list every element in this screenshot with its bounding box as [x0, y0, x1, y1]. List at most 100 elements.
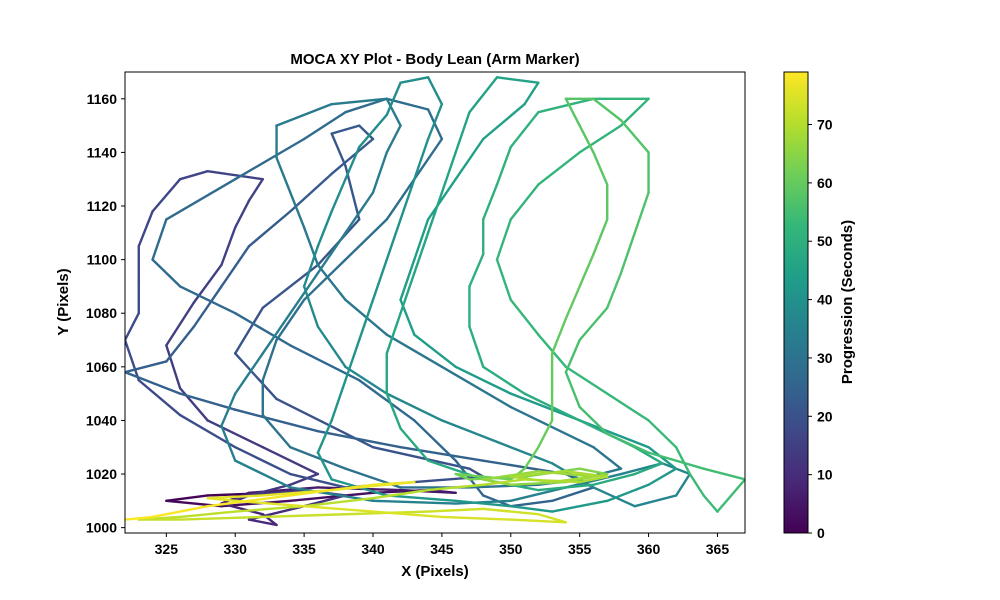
trajectory-line [619, 119, 650, 154]
trajectory-line [371, 258, 388, 302]
trajectory-line [165, 344, 182, 390]
trajectory-line [537, 151, 581, 186]
trajectory-line [385, 392, 444, 422]
trajectory-line [178, 285, 237, 315]
x-tick-label: 350 [499, 541, 523, 557]
trajectory-line [702, 494, 719, 513]
x-tick-label: 345 [430, 541, 454, 557]
trajectory-line [220, 392, 237, 427]
trajectory-line [399, 76, 430, 84]
trajectory-line [468, 76, 499, 114]
y-tick-label: 1020 [86, 466, 117, 482]
trajectory-line [316, 486, 402, 492]
trajectory-line [647, 419, 678, 449]
trajectory-line [247, 518, 278, 527]
trajectory-line [537, 419, 554, 449]
trajectory-line [316, 263, 347, 302]
x-tick-label: 330 [224, 541, 248, 557]
trajectory-line [495, 145, 512, 186]
trajectory-line [247, 483, 292, 497]
x-tick-label: 365 [706, 541, 730, 557]
trajectory-line [413, 137, 430, 181]
trajectory-line [178, 413, 237, 449]
trajectory-line [482, 102, 526, 141]
trajectory-line [316, 419, 333, 454]
trajectory-line [289, 472, 347, 489]
trajectory-segment-12 [137, 470, 609, 524]
trajectory-line [564, 472, 623, 489]
trajectory-line [482, 365, 526, 395]
trajectory-line [647, 446, 678, 470]
trajectory-line [247, 494, 292, 503]
colorbar-tick-label: 30 [817, 350, 833, 366]
trajectory-line [330, 178, 347, 213]
trajectory-line [358, 379, 416, 422]
trajectory-line [550, 317, 568, 355]
trajectory-line [454, 472, 471, 481]
trajectory-line [592, 151, 609, 186]
trajectory-line [234, 446, 292, 476]
trajectory-line [730, 478, 745, 497]
trajectory-line [137, 210, 154, 248]
y-tick-label: 1140 [87, 144, 118, 160]
trajectory-line [234, 352, 264, 395]
trajectory-line [468, 253, 485, 288]
trajectory-line [385, 124, 402, 154]
trajectory-line [564, 97, 581, 127]
trajectory-line [454, 137, 485, 181]
trajectory-line [330, 97, 388, 106]
trajectory-line [302, 258, 347, 302]
trajectory-line [482, 183, 499, 221]
trajectory-line [426, 191, 444, 235]
trajectory-line [206, 419, 264, 449]
trajectory-line [234, 459, 292, 489]
trajectory-line [261, 338, 278, 382]
trajectory-segment-7 [302, 76, 636, 513]
y-tick-label: 1000 [86, 520, 117, 536]
trajectory-line [261, 312, 292, 355]
trajectory-line [165, 325, 196, 363]
trajectory-line [316, 429, 402, 449]
trajectory-line [385, 494, 457, 503]
trajectory-line [440, 151, 457, 194]
colorbar-ticks: 0 10 20 30 40 50 60 70 [808, 117, 833, 541]
trajectory-line [426, 76, 444, 106]
trajectory-line [344, 191, 375, 235]
x-tick-label: 360 [637, 541, 661, 557]
trajectory-line [509, 499, 554, 508]
trajectory-line [371, 488, 430, 500]
trajectory-line [330, 132, 347, 168]
trajectory-line [633, 494, 678, 508]
trajectory-line [234, 408, 320, 433]
y-tick-label: 1060 [86, 359, 117, 375]
trajectory-line [413, 333, 457, 369]
trajectory-line [178, 504, 209, 513]
trajectory-segment-10 [509, 97, 745, 513]
trajectory-line [688, 472, 705, 497]
trajectory-line [261, 413, 292, 449]
trajectory-line [564, 365, 609, 395]
trajectory-line [275, 156, 292, 194]
trajectory-line [220, 245, 251, 288]
trajectory-line [125, 312, 140, 342]
trajectory-line [440, 515, 512, 521]
x-axis-label: X (Pixels) [401, 563, 469, 580]
trajectory-line [330, 124, 361, 135]
trajectory-line [509, 111, 540, 149]
colorbar-tick-label: 0 [817, 525, 825, 541]
trajectory-line [316, 210, 333, 248]
trajectory-line [426, 178, 457, 221]
trajectory-line [399, 446, 485, 462]
trajectory-line [564, 470, 609, 478]
trajectory-line [564, 338, 581, 374]
trajectory-line [206, 169, 264, 181]
trajectory-line [385, 81, 402, 117]
x-tick-label: 340 [361, 541, 385, 557]
trajectory-line [125, 338, 140, 382]
trajectory-line [578, 124, 623, 154]
trajectory-segment-13 [125, 480, 568, 524]
trajectory-line [550, 499, 609, 513]
trajectory-line [495, 218, 512, 261]
trajectory-line [261, 446, 320, 476]
trajectory-segment-6 [220, 97, 692, 508]
